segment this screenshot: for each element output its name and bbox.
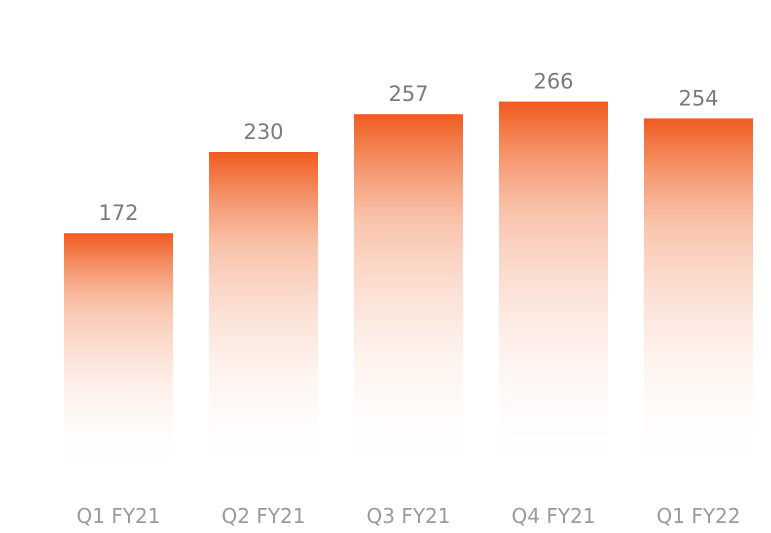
value-labels-layer: 172 230 257 266 254 (98, 70, 718, 226)
bar-q4-fy21 (499, 101, 608, 474)
value-label: 266 (533, 70, 573, 94)
bar-q1-fy21 (64, 233, 173, 474)
bar-q3-fy21 (354, 114, 463, 474)
value-label: 254 (678, 86, 718, 110)
bar-q2-fy21 (209, 152, 318, 474)
category-labels-layer: Q1 FY21 Q2 FY21 Q3 FY21 Q4 FY21 Q1 FY22 (77, 504, 741, 528)
category-label: Q4 FY21 (512, 504, 596, 528)
value-label: 172 (98, 201, 138, 225)
category-label: Q2 FY21 (222, 504, 306, 528)
bar-q1-fy22 (644, 118, 753, 475)
value-label: 257 (388, 82, 428, 106)
category-label: Q3 FY21 (367, 504, 451, 528)
category-label: Q1 FY21 (77, 504, 161, 528)
value-label: 230 (243, 120, 283, 144)
category-label: Q1 FY22 (657, 504, 741, 528)
bars-layer (64, 101, 753, 475)
